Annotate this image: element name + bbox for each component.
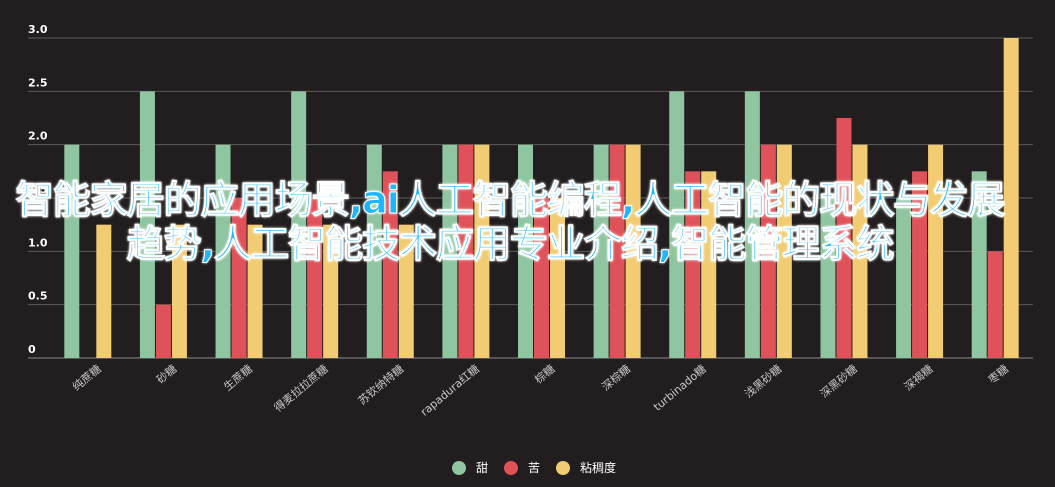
bar-粘稠度-纯蔗糖	[96, 224, 112, 358]
bar-苦-得麦拉拉蔗糖	[307, 198, 323, 358]
bar-苦-深黑砂糖	[836, 118, 852, 358]
y-tick-label: 0.5	[28, 290, 48, 303]
x-tick-label: 得麦拉拉蔗糖	[271, 362, 331, 415]
legend-label: 苦	[528, 461, 540, 475]
bar-苦-砂糖	[155, 304, 171, 358]
bar-粘稠度-生蔗糖	[247, 224, 263, 358]
bar-甜-得麦拉拉蔗糖	[291, 91, 307, 358]
bar-苦-深褐糖	[912, 171, 928, 358]
bar-粘稠度-得麦拉拉蔗糖	[323, 224, 339, 358]
bar-粘稠度-浅黑砂糖	[776, 144, 792, 358]
x-tick-label: 砂糖	[153, 362, 179, 387]
bar-粘稠度-苏钦纳特糖	[398, 224, 414, 358]
x-tick-label: 浅黑砂糖	[742, 362, 785, 401]
bar-甜-枣糖	[971, 171, 987, 358]
x-tick-label: rapadura红糖	[417, 362, 481, 419]
bar-甜-砂糖	[139, 91, 155, 358]
bar-苦-棕糖	[534, 198, 549, 358]
legend-label: 甜	[476, 461, 488, 475]
legend-marker	[504, 461, 518, 475]
bar-甜-纯蔗糖	[64, 144, 80, 358]
bar-甜-浅黑砂糖	[744, 91, 760, 358]
y-tick-label: 1.5	[28, 183, 48, 196]
x-tick-label: 深棕糖	[599, 362, 633, 394]
bar-粘稠度-棕糖	[550, 198, 565, 358]
x-tick-label: 深褐糖	[901, 362, 935, 394]
bar-甜-rapadura红糖	[442, 144, 458, 358]
x-tick-label: 苏钦纳特糖	[355, 362, 406, 408]
x-tick-label: turbinado糖	[650, 362, 708, 414]
bars	[64, 38, 1019, 358]
bar-粘稠度-turbinado糖	[701, 171, 717, 358]
bar-粘稠度-深棕糖	[625, 144, 641, 358]
y-tick-label: 0	[28, 343, 36, 356]
bar-苦-生蔗糖	[231, 198, 247, 358]
bar-苦-rapadura红糖	[458, 144, 474, 358]
bar-苦-苏钦纳特糖	[382, 171, 398, 358]
y-tick-label: 1.0	[28, 236, 48, 249]
y-axis-ticks: 0 0.5 1.0 1.5 2.0 2.5 3.0	[28, 23, 48, 356]
y-tick-label: 3.0	[28, 23, 48, 36]
bar-甜-深褐糖	[896, 198, 912, 358]
bar-甜-棕糖	[518, 144, 533, 358]
bar-苦-浅黑砂糖	[760, 144, 776, 358]
bar-甜-深黑砂糖	[820, 198, 836, 358]
x-tick-label: 枣糖	[985, 362, 1011, 387]
bar-苦-深棕糖	[609, 144, 625, 358]
y-tick-label: 2.0	[28, 130, 48, 143]
bar-粘稠度-深褐糖	[928, 144, 944, 358]
bar-粘稠度-枣糖	[1003, 38, 1019, 358]
bar-甜-生蔗糖	[215, 144, 231, 358]
x-axis-ticks: 纯蔗糖 砂糖 生蔗糖 得麦拉拉蔗糖 苏钦纳特糖 rapadura红糖 棕糖 深棕糖 turbin…	[69, 362, 1011, 419]
bar-粘稠度-rapadura红糖	[474, 144, 490, 358]
legend-label: 粘稠度	[580, 460, 616, 475]
bar-粘稠度-深黑砂糖	[852, 144, 868, 358]
legend-marker	[452, 461, 466, 475]
x-tick-label: 深黑砂糖	[817, 362, 860, 401]
bar-苦-枣糖	[987, 251, 1003, 358]
x-tick-label: 纯蔗糖	[69, 362, 103, 394]
x-tick-label: 生蔗糖	[221, 362, 255, 394]
bar-甜-苏钦纳特糖	[366, 144, 382, 358]
legend: 甜 苦 粘稠度	[452, 460, 616, 475]
y-tick-label: 2.5	[28, 76, 48, 89]
bar-粘稠度-砂糖	[171, 224, 187, 358]
bar-甜-turbinado糖	[669, 91, 685, 358]
x-tick-label: 棕糖	[532, 362, 558, 387]
bar-甜-深棕糖	[593, 144, 609, 358]
bar-苦-turbinado糖	[685, 171, 701, 358]
legend-marker	[556, 461, 570, 475]
